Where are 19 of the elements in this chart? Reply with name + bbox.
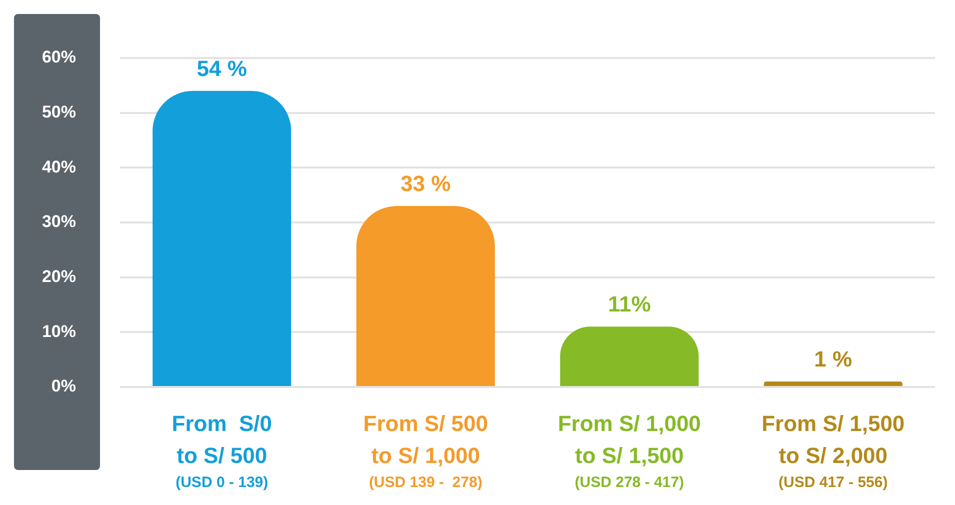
y-tick-label: 60% bbox=[42, 48, 76, 67]
data-label: 54 % bbox=[196, 56, 247, 81]
y-tick-label: 20% bbox=[42, 267, 76, 286]
data-label: 11% bbox=[608, 292, 651, 317]
x-tick-label: From S/ 500 to S/ 1,000 (USD 139 - 278) bbox=[363, 411, 488, 492]
x-tick-label: From S/ 1,000 to S/ 1,500 (USD 278 - 417) bbox=[558, 411, 701, 492]
bar bbox=[764, 382, 902, 386]
y-tick-label: 40% bbox=[42, 157, 76, 176]
y-tick-label: 0% bbox=[51, 376, 76, 396]
y-tick-label: 10% bbox=[42, 322, 76, 341]
bar bbox=[560, 326, 699, 386]
x-tick-label: From S/0 to S/ 500 (USD 0 - 139) bbox=[172, 411, 272, 492]
bar bbox=[356, 206, 495, 386]
data-label: 33 % bbox=[400, 171, 451, 196]
x-tick-label: From S/ 1,500 to S/ 2,000 (USD 417 - 556) bbox=[762, 411, 905, 492]
bar bbox=[152, 90, 292, 386]
y-tick-label: 30% bbox=[42, 212, 76, 232]
data-label: 1 % bbox=[814, 346, 852, 372]
y-tick-label: 50% bbox=[42, 102, 76, 122]
